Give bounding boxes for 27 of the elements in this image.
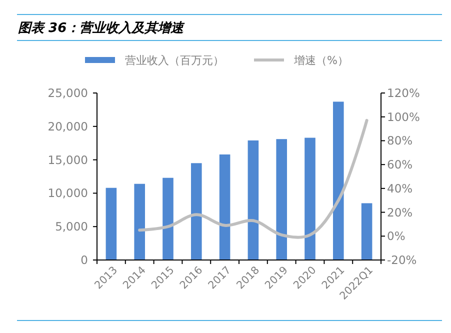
bar [361,203,372,260]
y2-tick-label: 0% [387,229,406,244]
y2-tick-label: -20% [387,253,417,268]
y-tick-label: 10,000 [48,186,88,200]
bar [219,154,230,260]
y2-tick-label: 120% [387,86,420,100]
bar [106,188,117,260]
y2-tick-label: 80% [387,134,413,148]
y2-tick-label: 40% [387,181,413,196]
bar [162,178,174,260]
y-tick-label: 25,000 [48,86,88,100]
bar [304,138,316,260]
bar [248,140,259,260]
y-tick-label: 15,000 [48,152,88,167]
y-tick-label: 20,000 [48,119,88,134]
y2-tick-label: 20% [387,205,413,220]
bar [134,184,145,260]
chart-title: 图表 36：营业收入及其增速 [18,20,186,36]
y-tick-label: 5,000 [55,220,88,234]
bar [276,139,287,260]
y2-tick-label: 60% [387,158,413,172]
bar [191,163,202,260]
legend-label: 增速（%） [293,54,348,67]
y2-tick-label: 100% [387,110,420,124]
legend-label: 营业收入（百万元） [125,54,224,67]
bar [333,102,344,260]
y-tick-label: 0 [80,253,88,268]
